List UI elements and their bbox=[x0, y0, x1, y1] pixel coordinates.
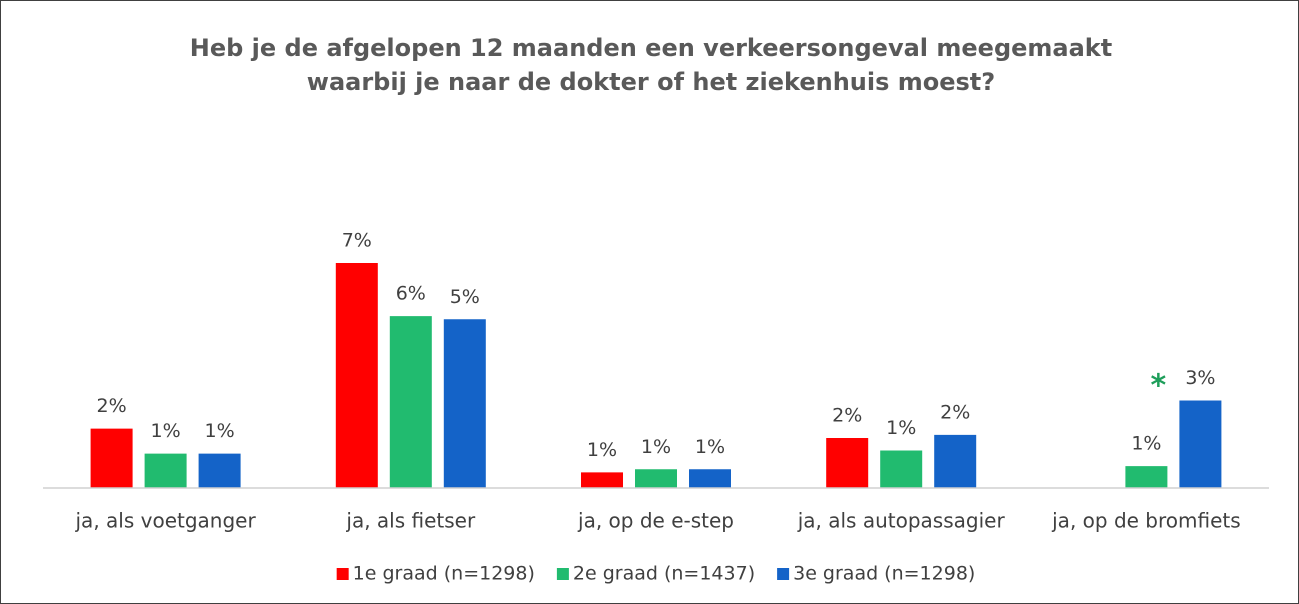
data-label: 6% bbox=[396, 283, 426, 305]
x-tick-label: ja, als voetganger bbox=[75, 509, 257, 533]
legend-marker bbox=[777, 568, 790, 580]
legend-label: 3e graad (n=1298) bbox=[793, 563, 975, 585]
data-label: 1% bbox=[151, 420, 181, 442]
bar bbox=[581, 472, 623, 488]
data-label: 1% bbox=[886, 417, 916, 439]
data-label: 2% bbox=[97, 395, 127, 417]
bar bbox=[880, 450, 923, 488]
data-label: 2% bbox=[940, 401, 970, 423]
bar bbox=[389, 316, 432, 488]
legend-label: 1e graad (n=1298) bbox=[353, 563, 535, 585]
bar bbox=[1179, 400, 1222, 488]
bar bbox=[826, 438, 869, 488]
bar bbox=[689, 469, 731, 488]
x-tick-label: ja, als fietser bbox=[345, 509, 476, 533]
x-tick-label: ja, als autopassagier bbox=[797, 509, 1006, 533]
data-label: 1% bbox=[695, 436, 725, 458]
annotation: * bbox=[1151, 369, 1167, 404]
data-label: 7% bbox=[342, 230, 372, 252]
x-tick-label: ja, op de e-step bbox=[577, 509, 734, 533]
data-label: 3% bbox=[1185, 367, 1215, 389]
chart-title: Heb je de afgelopen 12 maanden een verke… bbox=[189, 34, 1113, 96]
bar bbox=[443, 319, 486, 488]
data-label: 1% bbox=[587, 439, 617, 461]
bar bbox=[198, 453, 241, 488]
data-label: 2% bbox=[832, 405, 862, 427]
legend-marker bbox=[336, 568, 349, 580]
bar bbox=[635, 469, 677, 488]
data-label: 1% bbox=[641, 436, 671, 458]
data-label: 1% bbox=[205, 420, 235, 442]
bar bbox=[144, 453, 187, 488]
bar bbox=[335, 263, 378, 488]
data-label: 5% bbox=[450, 286, 480, 308]
bar bbox=[934, 434, 977, 488]
x-tick-label: ja, op de bromfiets bbox=[1051, 509, 1241, 533]
legend-marker bbox=[556, 568, 569, 580]
legend-label: 2e graad (n=1437) bbox=[573, 563, 755, 585]
bar bbox=[90, 428, 133, 488]
data-label: 1% bbox=[1131, 433, 1161, 455]
bar bbox=[1125, 466, 1168, 488]
